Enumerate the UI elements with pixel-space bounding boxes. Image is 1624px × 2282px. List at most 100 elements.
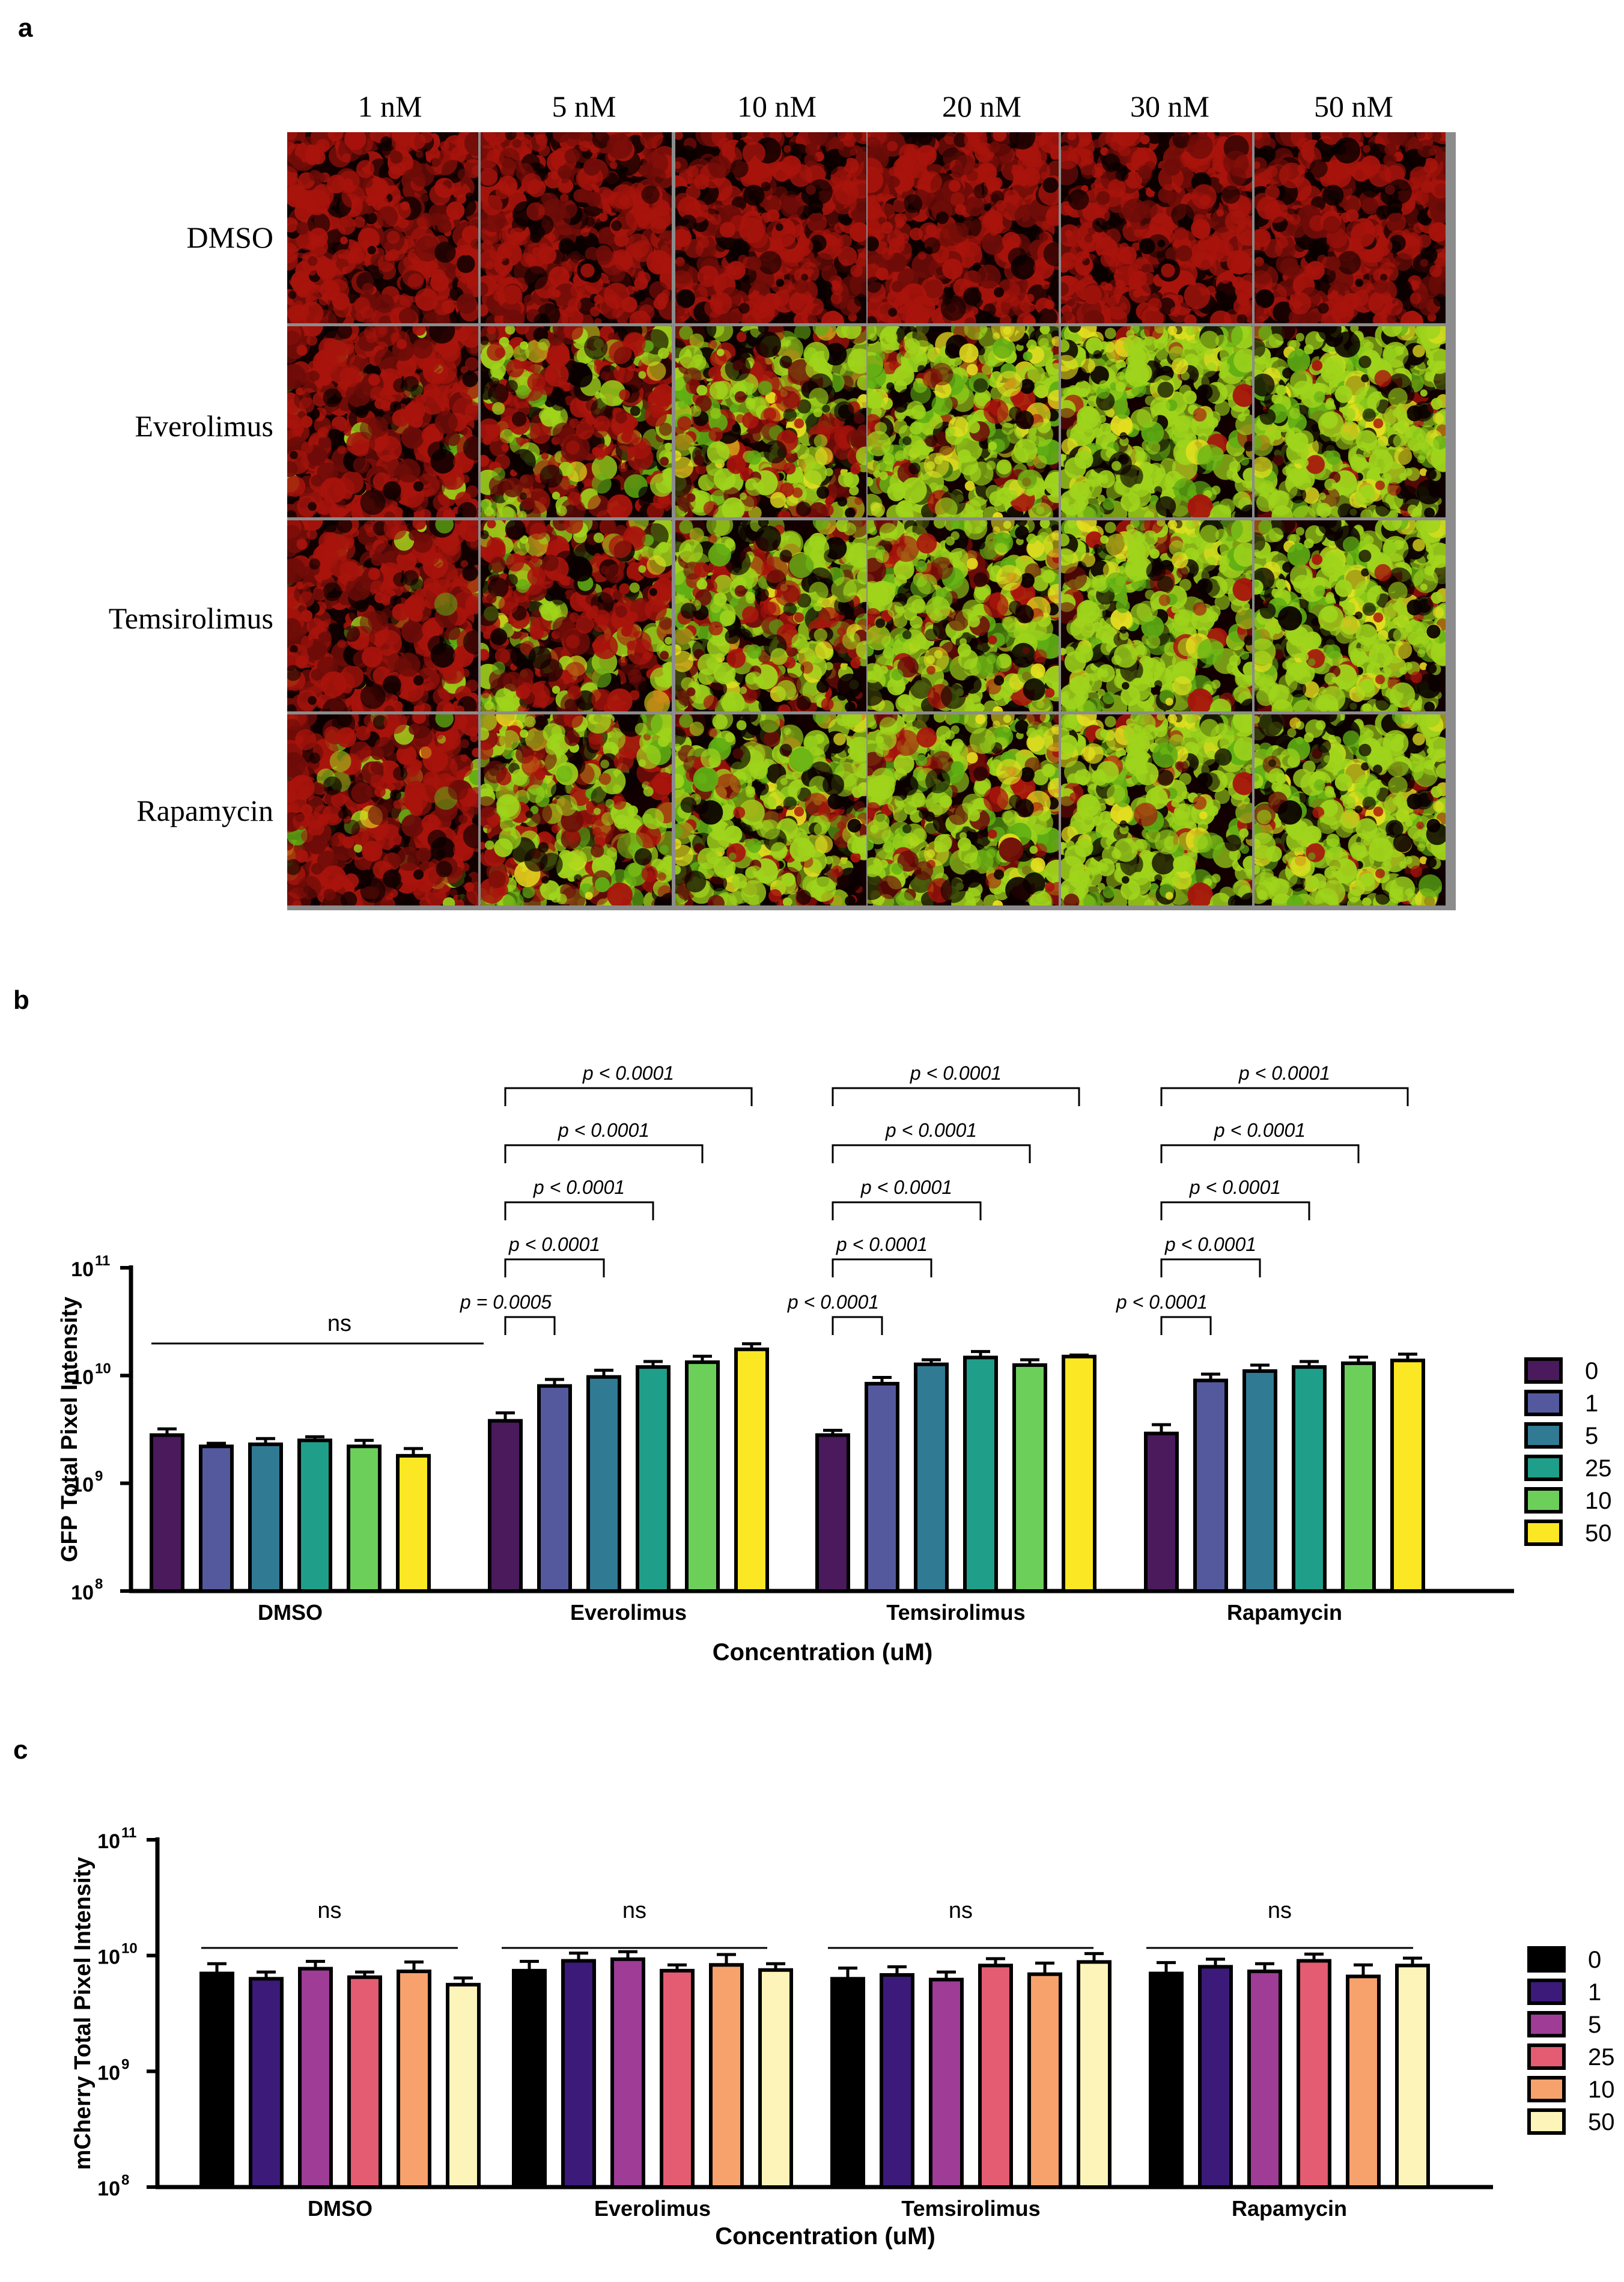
image-cell-temsirolimus-20nm [868, 520, 1059, 711]
image-cell-temsirolimus-5nm [481, 520, 672, 711]
category-label: Rapamycin [1232, 2196, 1347, 2221]
bar-everolimus-5 [610, 1957, 645, 2189]
image-cell-everolimus-5nm [481, 326, 672, 517]
y-tick-exponent: 9 [95, 1468, 103, 1485]
bar-rapamycin-25 [1292, 1365, 1327, 1593]
p-value-label: p < 0.0001 [910, 1062, 1002, 1084]
bar-temsirolimus-5 [929, 1977, 964, 2189]
significance-bracket [504, 1316, 556, 1335]
bar-everolimus-10 [685, 1360, 720, 1593]
col-label-20nm: 20 nM [942, 90, 1021, 123]
image-cell-dmso-20nm [868, 132, 1059, 323]
p-value-label: p < 0.0001 [558, 1119, 649, 1141]
bar-temsirolimus-1 [865, 1381, 899, 1593]
bar-everolimus-1 [537, 1384, 572, 1593]
bar-temsirolimus-50 [1062, 1354, 1096, 1593]
panel-c-letter: c [13, 1735, 28, 1765]
bar-rapamycin-5 [1247, 1969, 1282, 2189]
y-tick-exponent: 11 [121, 1825, 136, 1841]
category-label: Everolimus [594, 2196, 711, 2221]
category-label: Rapamycin [1227, 1600, 1342, 1625]
row-label-everolimus: Everolimus [135, 409, 273, 443]
bar-everolimus-25 [660, 1968, 695, 2189]
bar-rapamycin-50 [1395, 1964, 1430, 2189]
legend-label-50: 50 [1588, 2109, 1615, 2135]
bar-temsirolimus-25 [963, 1356, 998, 1593]
bar-dmso-1 [249, 1977, 284, 2189]
legend-label-1: 1 [1588, 1979, 1601, 2006]
bar-dmso-0 [199, 1971, 234, 2189]
y-tick-exponent: 8 [121, 2172, 129, 2188]
significance-bracket [1160, 1201, 1310, 1220]
y-tick-label: 10 [71, 1366, 94, 1389]
image-cell-temsirolimus-10nm [675, 520, 866, 711]
image-cell-everolimus-10nm [675, 326, 866, 517]
legend-swatch-1 [1527, 1979, 1566, 2005]
legend-label-25: 25 [1588, 2044, 1615, 2071]
image-cell-temsirolimus-1nm [287, 520, 478, 711]
legend-label-10: 10 [1585, 1488, 1612, 1514]
bar-rapamycin-50 [1390, 1359, 1425, 1593]
image-cell-rapamycin-20nm [868, 714, 1059, 905]
significance-bracket [1160, 1316, 1212, 1335]
ns-label: ns [317, 1898, 341, 1923]
ns-label: ns [1268, 1898, 1292, 1923]
image-cell-rapamycin-1nm [287, 714, 478, 905]
significance-bracket [832, 1258, 932, 1277]
y-axis-title: GFP Total Pixel Intensity [57, 1297, 82, 1562]
col-label-1nm: 1 nM [357, 90, 422, 123]
bar-temsirolimus-0 [830, 1977, 865, 2189]
p-value-label: p < 0.0001 [860, 1176, 952, 1198]
panel-a-letter: a [18, 13, 33, 43]
y-tick-exponent: 11 [95, 1253, 110, 1269]
p-value-label: p = 0.0005 [460, 1291, 552, 1313]
bar-temsirolimus-50 [1077, 1960, 1112, 2189]
bar-temsirolimus-25 [978, 1964, 1013, 2189]
y-tick-exponent: 10 [121, 1941, 138, 1957]
significance-bracket [504, 1258, 605, 1277]
y-tick-exponent: 10 [95, 1360, 111, 1377]
panel-b-letter: b [13, 985, 29, 1015]
image-cell-dmso-30nm [1061, 132, 1252, 323]
legend-swatch-1 [1524, 1390, 1563, 1416]
legend-swatch-10 [1527, 2076, 1566, 2102]
legend-swatch-10 [1524, 1487, 1563, 1514]
category-label: Everolimus [570, 1600, 687, 1625]
y-tick-label: 10 [71, 1581, 94, 1604]
bar-rapamycin-1 [1198, 1965, 1233, 2189]
image-cell-dmso-50nm [1254, 132, 1446, 323]
image-cell-rapamycin-10nm [675, 714, 866, 905]
significance-bracket [832, 1316, 883, 1335]
image-cell-dmso-10nm [675, 132, 866, 323]
row-label-dmso: DMSO [186, 221, 273, 254]
bar-everolimus-0 [488, 1419, 523, 1593]
image-cell-temsirolimus-50nm [1254, 520, 1446, 711]
image-cell-everolimus-30nm [1061, 326, 1252, 517]
bar-rapamycin-0 [1144, 1431, 1179, 1593]
p-value-label: p < 0.0001 [885, 1119, 977, 1141]
p-value-label: p < 0.0001 [1164, 1234, 1256, 1255]
bar-everolimus-0 [512, 1968, 547, 2189]
legend-swatch-0 [1527, 1946, 1566, 1973]
bar-dmso-25 [297, 1438, 332, 1593]
x-axis-title: Concentration (uM) [715, 2223, 935, 2250]
category-label: Temsirolimus [886, 1600, 1025, 1625]
legend-label-25: 25 [1585, 1455, 1612, 1482]
microscopy-image-grid [287, 132, 1456, 910]
bar-temsirolimus-0 [815, 1433, 850, 1593]
p-value-label: p < 0.0001 [836, 1234, 928, 1255]
bar-everolimus-5 [586, 1375, 621, 1593]
bar-temsirolimus-1 [880, 1973, 914, 2189]
bar-everolimus-50 [734, 1347, 769, 1593]
col-label-30nm: 30 nM [1130, 90, 1209, 123]
bar-temsirolimus-5 [914, 1362, 949, 1593]
bar-rapamycin-0 [1149, 1971, 1184, 2189]
bar-dmso-5 [248, 1442, 283, 1593]
image-cell-everolimus-1nm [287, 326, 478, 517]
bar-dmso-50 [396, 1453, 431, 1593]
y-tick-exponent: 9 [121, 2056, 129, 2072]
col-label-5nm: 5 nM [552, 90, 616, 123]
significance-bracket [1160, 1087, 1409, 1106]
p-value-label: p < 0.0001 [508, 1234, 600, 1255]
legend-swatch-5 [1527, 2011, 1566, 2037]
